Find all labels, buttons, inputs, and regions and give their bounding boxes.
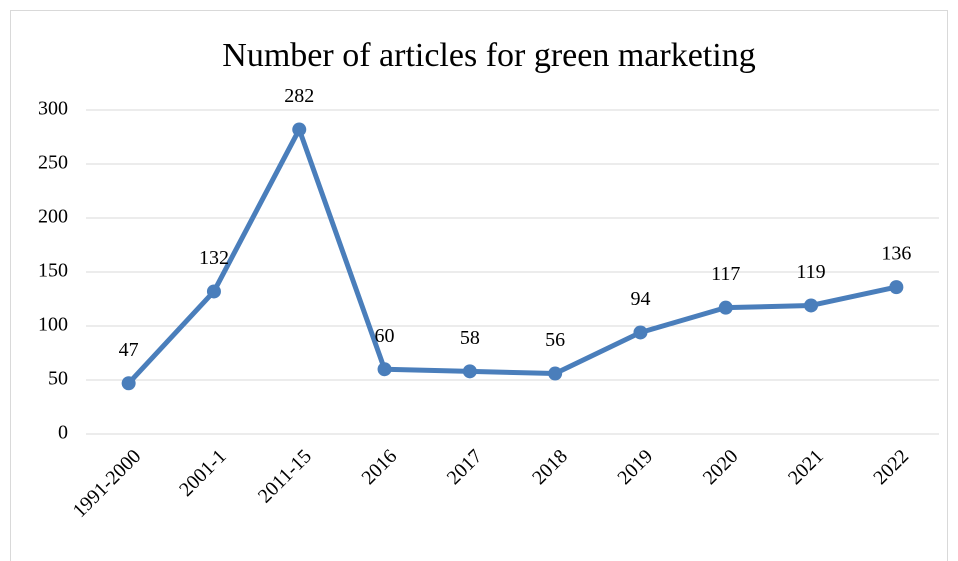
data-label: 136 xyxy=(881,243,911,265)
data-label: 282 xyxy=(284,85,314,107)
marker xyxy=(548,366,563,381)
data-label: 94 xyxy=(630,288,650,310)
marker xyxy=(718,300,733,315)
y-tick-label: 250 xyxy=(38,152,68,174)
data-label: 58 xyxy=(460,327,480,349)
y-tick-label: 200 xyxy=(38,206,68,228)
marker xyxy=(804,298,819,313)
data-label: 132 xyxy=(199,247,229,269)
y-tick-label: 50 xyxy=(48,368,68,390)
y-tick-label: 0 xyxy=(58,422,68,444)
line xyxy=(126,126,897,385)
y-tick-label: 150 xyxy=(38,260,68,282)
marker xyxy=(206,284,221,299)
y-tick-label: 100 xyxy=(38,314,68,336)
data-label: 47 xyxy=(119,339,139,361)
marker xyxy=(121,376,136,391)
data-label: 60 xyxy=(375,325,395,347)
chart-title: Number of articles for green marketing xyxy=(222,37,755,74)
marker xyxy=(889,280,904,295)
data-label: 56 xyxy=(545,329,565,351)
data-label: 117 xyxy=(711,263,740,285)
y-tick-label: 300 xyxy=(38,98,68,120)
marker xyxy=(292,122,307,137)
marker xyxy=(377,362,392,377)
marker xyxy=(462,364,477,379)
data-label: 119 xyxy=(796,261,825,283)
marker xyxy=(633,325,648,340)
chart-frame xyxy=(10,10,948,561)
